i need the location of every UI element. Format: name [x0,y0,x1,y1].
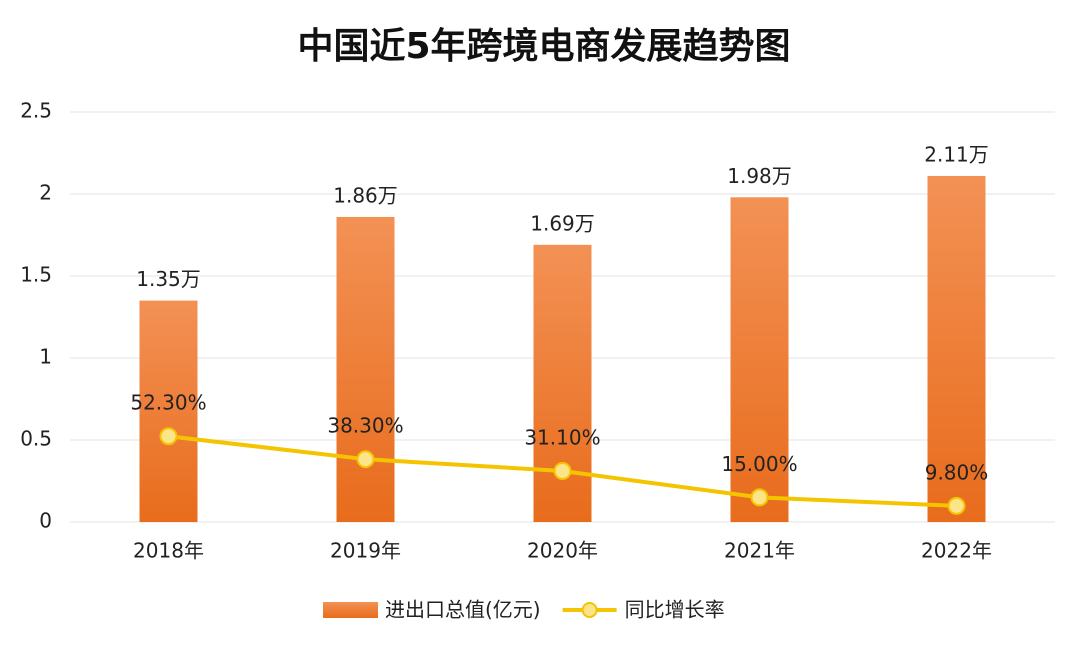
x-tick-label: 2022年 [921,539,992,563]
legend-label: 进出口总值(亿元) [385,598,541,622]
line-value-label: 9.80% [925,460,989,484]
y-tick-label: 1 [39,345,52,369]
line-point [553,461,572,480]
bar [336,216,395,522]
y-tick-label: 0 [39,509,52,533]
bar-value-label: 1.86万 [333,183,398,207]
x-tick-label: 2018年 [133,539,204,563]
x-tick-label: 2021年 [724,539,795,563]
x-tick-label: 2020年 [527,539,598,563]
line-value-label: 31.10% [524,425,600,449]
line-point [159,427,178,446]
line-point [750,488,769,507]
legend-swatch [581,602,598,618]
line-value-label: 38.30% [327,414,403,438]
bar-value-label: 1.69万 [530,211,595,235]
bar [927,175,986,522]
y-tick-label: 0.5 [20,427,52,451]
legend-label: 同比增长率 [625,598,725,622]
y-tick-label: 2.5 [20,99,52,123]
bar-value-label: 1.35万 [136,267,201,291]
bar-value-label: 2.11万 [924,142,989,166]
bar [533,244,592,522]
x-tick-label: 2019年 [330,539,401,563]
bar-value-label: 1.98万 [727,164,792,188]
line-value-label: 52.30% [130,391,206,415]
bar [730,197,789,522]
line-value-label: 15.00% [721,452,797,476]
y-tick-label: 1.5 [20,263,52,287]
bar [139,300,198,522]
line-point [947,496,966,515]
y-tick-label: 2 [39,181,52,205]
legend-swatch [323,602,378,618]
chart-title: 中国近5年跨境电商发展趋势图 [297,26,790,67]
line-point [356,450,375,469]
